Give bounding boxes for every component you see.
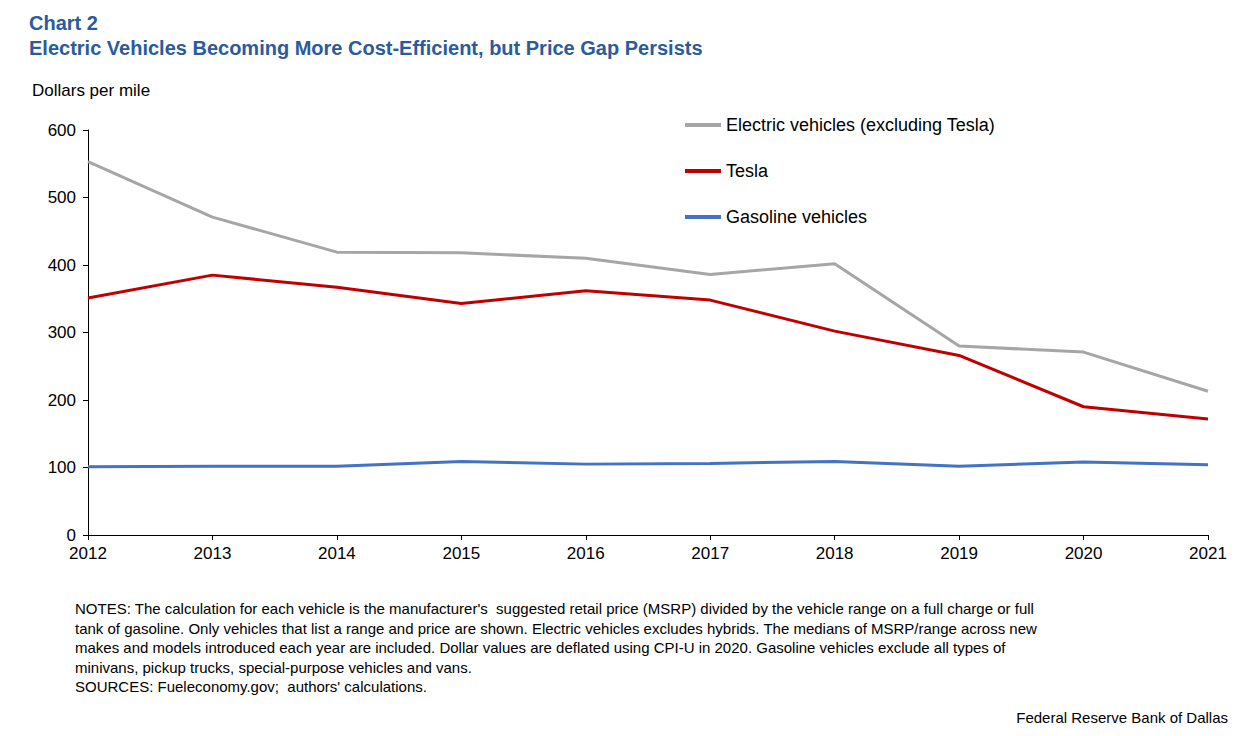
svg-text:2013: 2013: [194, 544, 232, 563]
svg-text:2019: 2019: [940, 544, 978, 563]
svg-text:2018: 2018: [816, 544, 854, 563]
svg-text:NOTES: The calculation for eac: NOTES: The calculation for each vehicle …: [75, 600, 1034, 617]
svg-text:Electric vehicles (excluding T: Electric vehicles (excluding Tesla): [726, 115, 995, 135]
svg-text:2014: 2014: [318, 544, 356, 563]
svg-text:100: 100: [48, 458, 76, 477]
svg-text:400: 400: [48, 256, 76, 275]
svg-text:Chart 2: Chart 2: [29, 12, 98, 34]
svg-text:Tesla: Tesla: [726, 161, 769, 181]
svg-text:Dollars per mile: Dollars per mile: [32, 81, 150, 100]
svg-text:2016: 2016: [567, 544, 605, 563]
svg-text:minivans, pickup trucks, speci: minivans, pickup trucks, special-purpose…: [75, 659, 472, 676]
svg-text:2021: 2021: [1189, 544, 1227, 563]
svg-text:2012: 2012: [69, 544, 107, 563]
svg-text:200: 200: [48, 391, 76, 410]
svg-text:300: 300: [48, 323, 76, 342]
svg-text:Gasoline vehicles: Gasoline vehicles: [726, 207, 867, 227]
svg-text:Electric Vehicles Becoming Mor: Electric Vehicles Becoming More Cost-Eff…: [29, 37, 703, 59]
svg-text:0: 0: [67, 526, 76, 545]
svg-text:tank of gasoline. Only vehicle: tank of gasoline. Only vehicles that lis…: [75, 620, 1037, 637]
svg-text:makes and models introduced ea: makes and models introduced each year ar…: [75, 639, 1006, 656]
svg-text:600: 600: [48, 121, 76, 140]
svg-text:SOURCES: Fueleconomy.gov; aut: SOURCES: Fueleconomy.gov; authors' calcu…: [75, 678, 427, 695]
svg-text:500: 500: [48, 188, 76, 207]
svg-text:2020: 2020: [1065, 544, 1103, 563]
svg-text:2015: 2015: [442, 544, 480, 563]
svg-text:Federal Reserve Bank of Dallas: Federal Reserve Bank of Dallas: [1016, 709, 1228, 726]
svg-text:2017: 2017: [691, 544, 729, 563]
